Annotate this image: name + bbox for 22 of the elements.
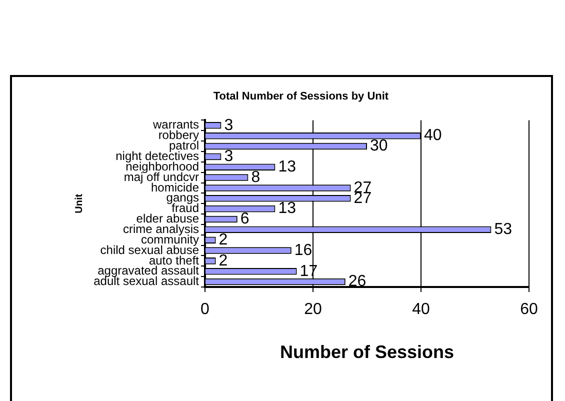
x-tick-label: 40 — [412, 301, 430, 318]
data-label: 40 — [424, 127, 442, 144]
data-label: 53 — [494, 221, 512, 238]
x-tick-label: 60 — [520, 301, 538, 318]
x-tick-label: 20 — [304, 301, 322, 318]
data-label: 2 — [218, 231, 228, 248]
data-label: 6 — [240, 210, 250, 228]
data-label: 3 — [224, 116, 234, 134]
data-label: 13 — [278, 158, 296, 176]
data-label: 16 — [294, 242, 312, 259]
y-tick-label: crime analysis — [122, 222, 199, 236]
data-label: 8 — [251, 168, 260, 186]
data-label: 26 — [348, 273, 366, 290]
data-label: 3 — [224, 148, 234, 166]
y-tick-label: robbery — [158, 128, 199, 142]
data-label: 13 — [278, 200, 296, 218]
y-axis-title: Unit — [74, 193, 85, 214]
x-tick-label: 0 — [200, 301, 210, 318]
data-label: 30 — [370, 138, 388, 155]
x-axis-title: Number of Sessions — [280, 342, 454, 362]
chart-title: Total Number of Sessions by Unit — [213, 90, 389, 103]
data-label: 2 — [218, 252, 228, 270]
